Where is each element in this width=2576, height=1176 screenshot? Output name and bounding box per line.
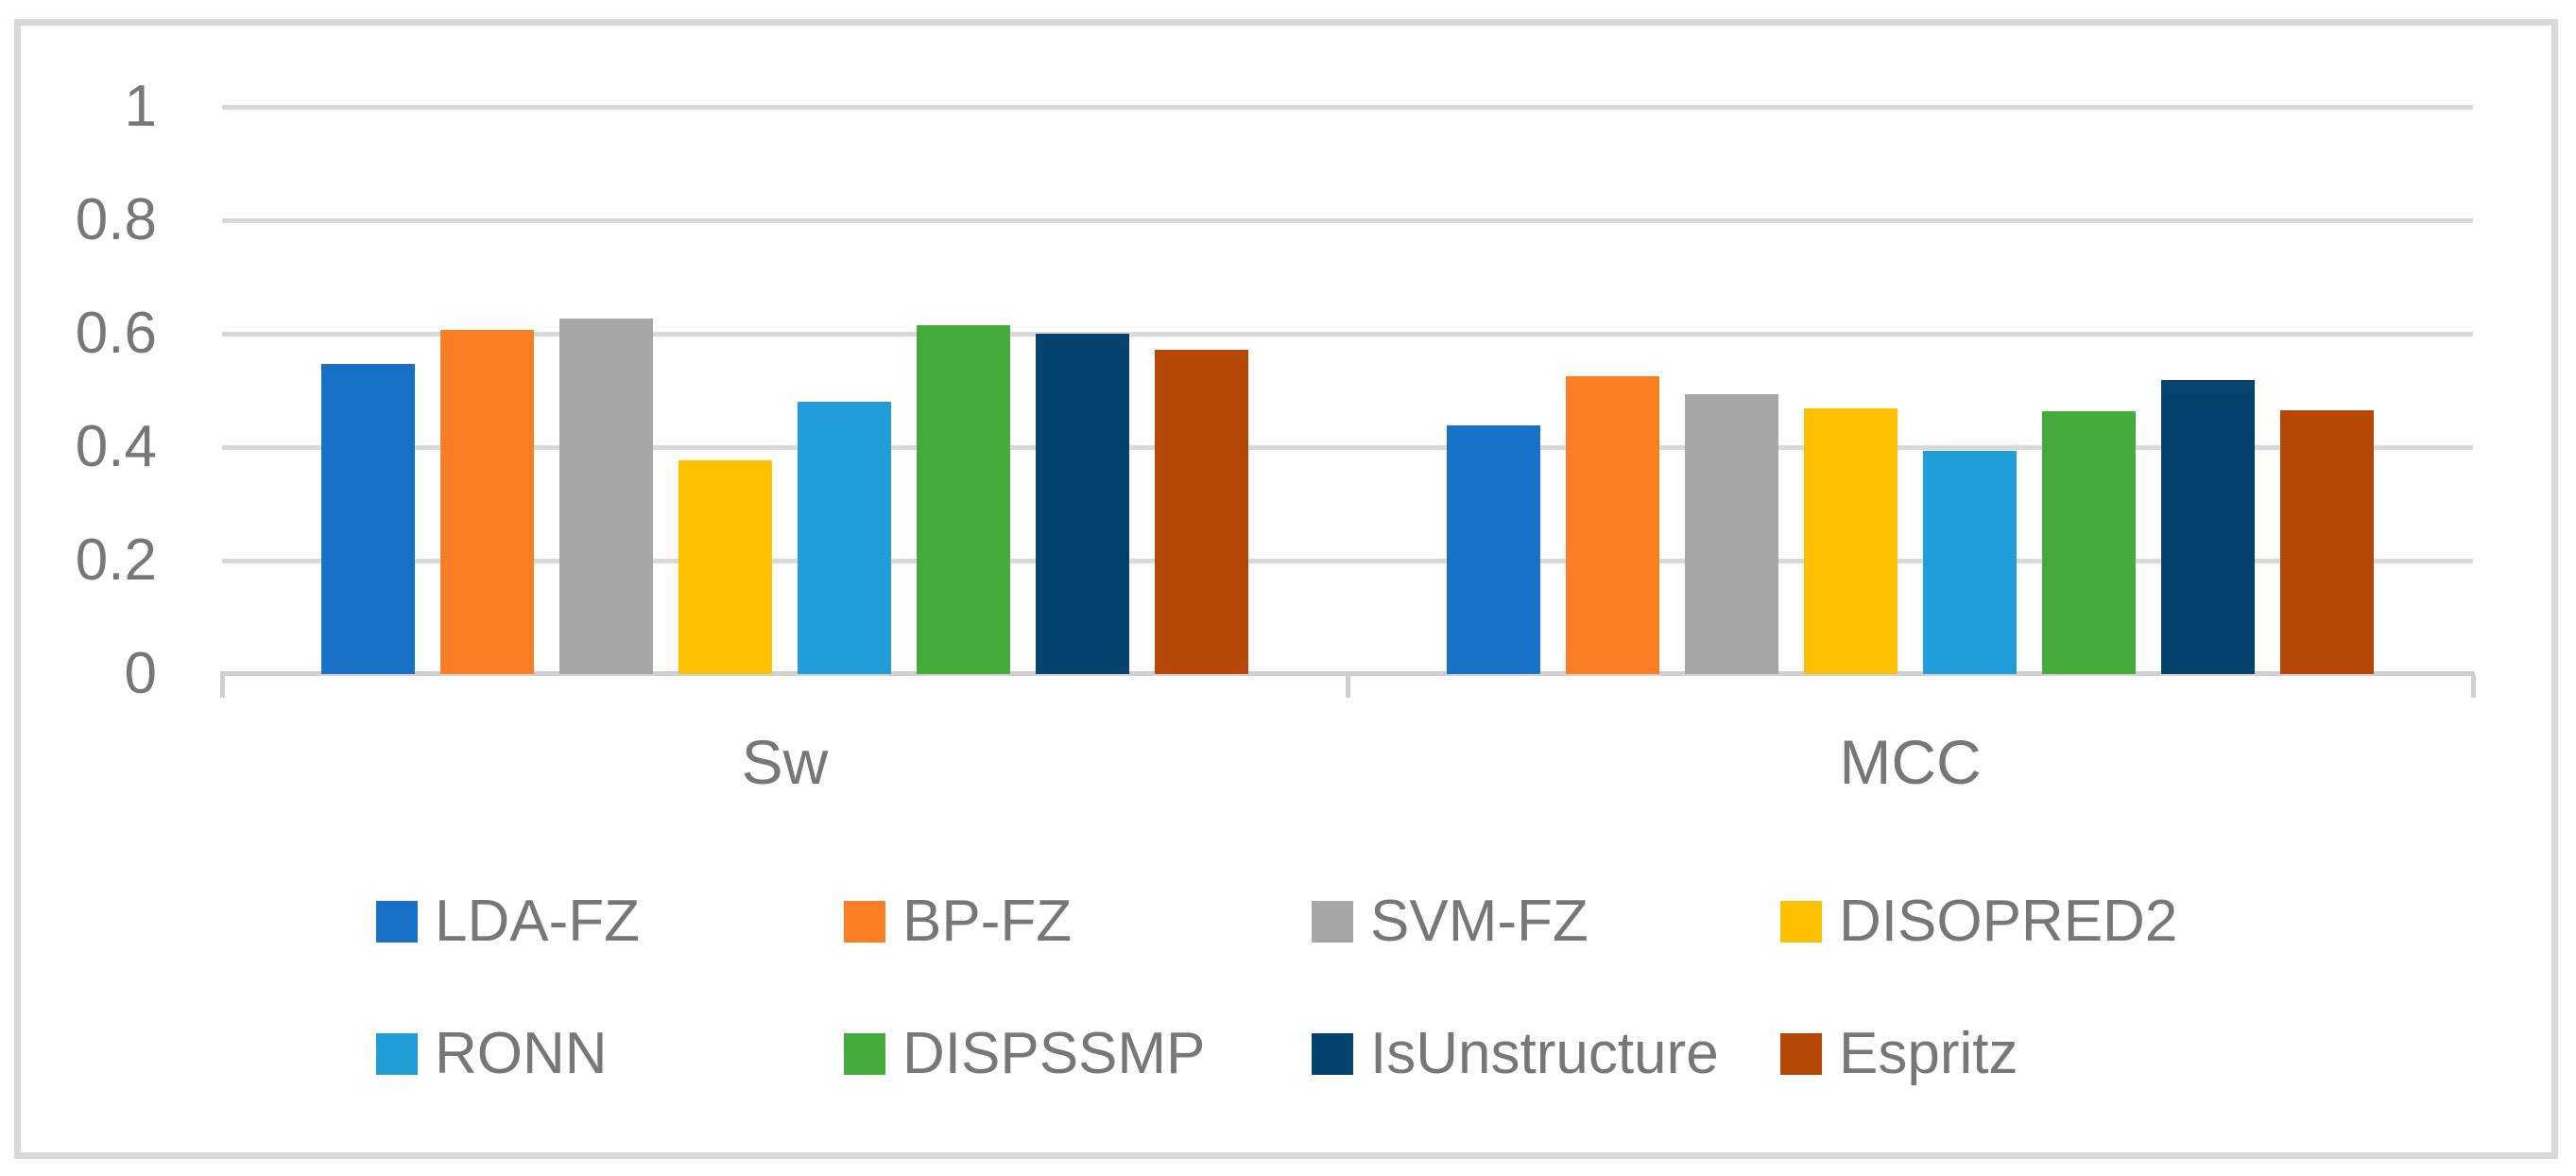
y-axis-tick-label-0-4: 0.4 <box>75 414 157 479</box>
bar-mcc-dispssmp <box>2042 411 2136 674</box>
legend-swatch-ronn <box>376 1033 418 1075</box>
bar-sw-isunstructure <box>1036 334 1129 674</box>
bar-mcc-espritz <box>2280 410 2374 674</box>
legend-item-espritz: Espritz <box>1780 1023 2018 1085</box>
y-axis-tick-label-0-8: 0.8 <box>75 187 157 252</box>
bar-mcc-bp-fz <box>1566 376 1659 674</box>
y-axis-tick-label-1: 1 <box>124 74 157 139</box>
legend-label-svm-fz: SVM-FZ <box>1370 889 1589 954</box>
legend-label-dispssmp: DISPSSMP <box>902 1021 1206 1086</box>
bar-mcc-disopred2 <box>1804 408 1898 674</box>
bar-mcc-svm-fz <box>1685 394 1778 674</box>
legend-item-svm-fz: SVM-FZ <box>1312 891 1589 953</box>
legend-swatch-bp-fz <box>844 901 885 943</box>
legend-swatch-lda-fz <box>376 901 418 943</box>
legend-swatch-svm-fz <box>1312 901 1353 943</box>
bar-mcc-isunstructure <box>2161 380 2255 674</box>
y-axis-tick-label-0-2: 0.2 <box>75 527 157 593</box>
x-axis-tick-2 <box>2471 675 2476 698</box>
legend-item-disopred2: DISOPRED2 <box>1780 891 2177 953</box>
gridline-1 <box>222 105 2473 110</box>
legend-item-ronn: RONN <box>376 1023 608 1085</box>
bar-sw-svm-fz <box>559 319 653 674</box>
bar-sw-bp-fz <box>440 330 534 674</box>
legend-swatch-espritz <box>1780 1033 1822 1075</box>
x-axis-tick-1 <box>1346 675 1350 698</box>
gridline-0-2 <box>222 559 2473 563</box>
bar-sw-ronn <box>798 402 891 674</box>
x-axis-tick-0 <box>220 675 225 698</box>
bar-sw-dispssmp <box>917 325 1010 674</box>
bar-sw-espritz <box>1155 350 1248 674</box>
bar-sw-lda-fz <box>321 364 415 674</box>
legend-item-lda-fz: LDA-FZ <box>376 891 640 953</box>
x-axis-line <box>220 671 2475 676</box>
bar-sw-disopred2 <box>678 460 772 674</box>
legend-label-ronn: RONN <box>435 1021 608 1086</box>
legend-label-lda-fz: LDA-FZ <box>435 889 640 954</box>
gridline-0-8 <box>222 218 2473 223</box>
legend-item-isunstructure: IsUnstructure <box>1312 1023 1719 1085</box>
x-axis-label-mcc: MCC <box>1839 727 1982 797</box>
legend-item-dispssmp: DISPSSMP <box>844 1023 1205 1085</box>
gridline-0-6 <box>222 332 2473 337</box>
figure-border <box>14 19 2558 1159</box>
legend-label-espritz: Espritz <box>1839 1021 2018 1086</box>
bar-mcc-lda-fz <box>1447 425 1540 674</box>
legend-swatch-dispssmp <box>844 1033 885 1075</box>
y-axis-tick-label-0: 0 <box>124 641 157 706</box>
legend-swatch-isunstructure <box>1312 1033 1353 1075</box>
gridline-0-4 <box>222 445 2473 450</box>
legend-swatch-disopred2 <box>1780 901 1822 943</box>
x-axis-label-sw: Sw <box>741 727 829 797</box>
legend-label-bp-fz: BP-FZ <box>902 889 1073 954</box>
legend-item-bp-fz: BP-FZ <box>844 891 1072 953</box>
bar-mcc-ronn <box>1923 451 2017 674</box>
y-axis-tick-label-0-6: 0.6 <box>75 301 157 366</box>
legend-label-disopred2: DISOPRED2 <box>1839 889 2178 954</box>
legend-label-isunstructure: IsUnstructure <box>1370 1021 1719 1086</box>
